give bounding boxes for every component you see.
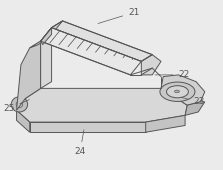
- Polygon shape: [161, 75, 205, 105]
- Polygon shape: [17, 110, 30, 132]
- Polygon shape: [52, 21, 152, 61]
- Polygon shape: [30, 38, 47, 48]
- Polygon shape: [41, 28, 141, 75]
- Text: 22: 22: [155, 70, 190, 79]
- Polygon shape: [41, 21, 62, 41]
- Polygon shape: [141, 55, 161, 75]
- Ellipse shape: [160, 82, 195, 101]
- Polygon shape: [146, 115, 185, 132]
- Ellipse shape: [175, 90, 180, 93]
- Ellipse shape: [167, 86, 188, 98]
- Ellipse shape: [16, 101, 23, 108]
- Polygon shape: [30, 122, 146, 132]
- Text: 25: 25: [3, 100, 29, 113]
- Text: 21: 21: [98, 8, 140, 23]
- Polygon shape: [185, 102, 205, 115]
- Polygon shape: [17, 41, 41, 110]
- Polygon shape: [41, 38, 52, 88]
- Polygon shape: [17, 88, 187, 122]
- Text: 24: 24: [74, 130, 86, 156]
- Text: 23: 23: [181, 97, 205, 106]
- Ellipse shape: [11, 97, 28, 112]
- Polygon shape: [41, 28, 52, 45]
